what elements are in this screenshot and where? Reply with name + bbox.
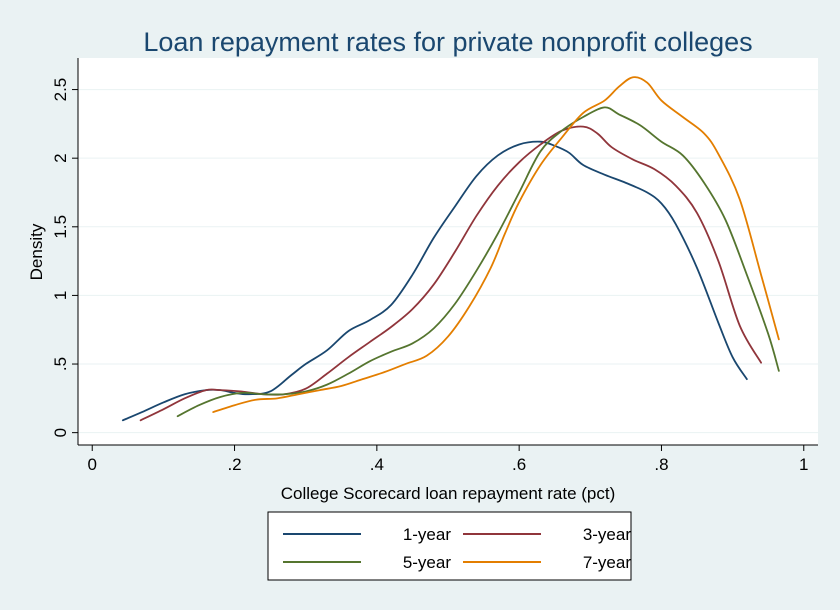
legend-entries: 1-year 3-year 5-year 7-year [283, 525, 631, 572]
series-line-7-year [212, 76, 780, 413]
plot-area [78, 58, 818, 445]
legend [267, 511, 632, 581]
series-lines [121, 76, 780, 422]
series-line-1-year [121, 140, 748, 422]
y-tick-label-1: .5 [51, 357, 70, 371]
x-tick-label-3: .6 [512, 455, 526, 474]
y-tick-label-4: 2 [51, 153, 70, 162]
x-axis-ticks: 0 .2 .4 .6 .8 1 [87, 445, 809, 474]
x-axis-title: College Scorecard loan repayment rate (p… [281, 484, 616, 503]
series-line-5-year [176, 106, 780, 418]
x-tick-label-5: 1 [799, 455, 808, 474]
y-axis-title: Density [27, 223, 46, 280]
y-tick-label-3: 1.5 [51, 215, 70, 239]
x-tick-label-2: .4 [370, 455, 384, 474]
chart-title: Loan repayment rates for private nonprof… [143, 27, 752, 57]
grid-lines [78, 89, 818, 434]
y-axis-ticks: 0 .5 1 1.5 2 2.5 [51, 78, 78, 437]
legend-label-5-year: 5-year [403, 553, 452, 572]
y-tick-label-2: 1 [51, 291, 70, 300]
x-tick-label-0: 0 [87, 455, 96, 474]
legend-label-3-year: 3-year [583, 525, 632, 544]
x-tick-label-4: .8 [654, 455, 668, 474]
x-tick-label-1: .2 [227, 455, 241, 474]
y-tick-label-5: 2.5 [51, 78, 70, 102]
legend-label-7-year: 7-year [583, 553, 632, 572]
legend-label-1-year: 1-year [403, 525, 452, 544]
series-line-3-year [139, 125, 762, 422]
y-tick-label-0: 0 [51, 428, 70, 437]
